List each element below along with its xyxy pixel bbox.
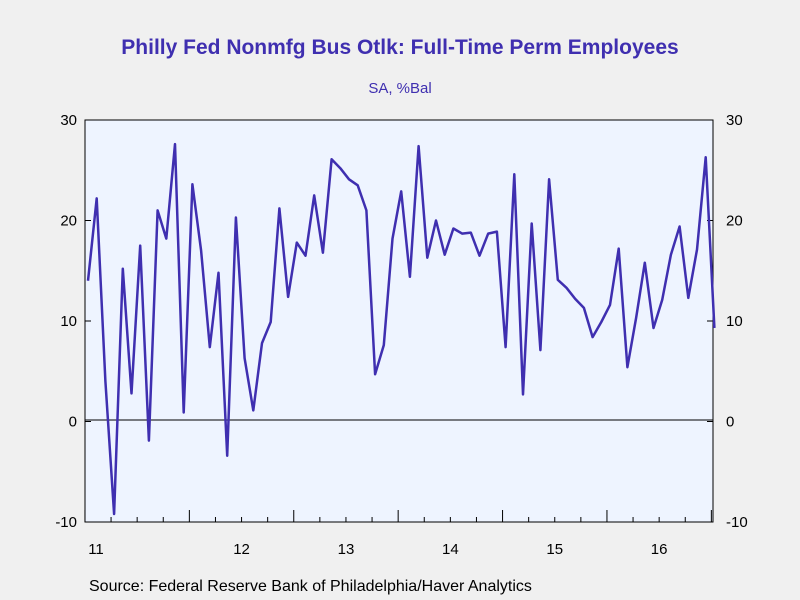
data-point (651, 326, 656, 331)
data-point (416, 144, 421, 149)
y-tick-label: 30 (726, 112, 743, 129)
data-point (190, 182, 195, 187)
data-point (677, 224, 682, 229)
data-point (390, 236, 395, 241)
y-axis-right: -10 0 10 20 30 (726, 112, 748, 531)
data-point (286, 294, 291, 299)
data-point (120, 266, 125, 271)
data-point (451, 226, 456, 231)
data-point (695, 247, 700, 252)
data-point (494, 229, 499, 234)
data-point (538, 348, 543, 353)
x-tick-label: 13 (338, 541, 355, 558)
data-point (460, 231, 465, 236)
data-point (355, 183, 360, 188)
chart-title: Philly Fed Nonmfg Bus Otlk: Full-Time Pe… (121, 36, 679, 59)
x-tick-label: 15 (546, 541, 563, 558)
data-point (442, 252, 447, 257)
data-point (608, 302, 613, 307)
data-point (338, 166, 343, 171)
y-axis-left: -10 0 10 20 30 (55, 112, 77, 531)
data-point (260, 341, 265, 346)
data-point (312, 193, 317, 198)
data-point (294, 240, 299, 245)
y-tick-label: 20 (60, 213, 77, 230)
data-point (251, 408, 256, 413)
data-point (712, 326, 717, 331)
data-point (216, 270, 221, 275)
data-point (146, 438, 151, 443)
data-point (425, 255, 430, 260)
x-tick-label: 12 (233, 541, 250, 558)
data-point (199, 248, 204, 253)
data-point (303, 253, 308, 258)
y-tick-label: -10 (55, 514, 77, 531)
y-tick-label: 20 (726, 213, 743, 230)
data-point (268, 320, 273, 325)
data-point (529, 221, 534, 226)
data-point (164, 236, 169, 241)
data-point (399, 189, 404, 194)
data-point (503, 345, 508, 350)
data-point (373, 372, 378, 377)
data-point (642, 260, 647, 265)
data-point (686, 295, 691, 300)
data-point (477, 253, 482, 258)
chart-subtitle: SA, %Bal (368, 80, 432, 97)
data-point (381, 343, 386, 348)
data-point (155, 208, 160, 213)
data-point (129, 391, 134, 396)
data-point (112, 511, 117, 516)
data-point (173, 142, 178, 147)
data-point (564, 285, 569, 290)
data-point (207, 345, 212, 350)
x-tick-label: 11 (88, 541, 104, 558)
data-point (468, 230, 473, 235)
data-point (86, 278, 91, 283)
data-point (181, 410, 186, 415)
data-point (486, 231, 491, 236)
x-tick-label: 16 (651, 541, 668, 558)
data-point (703, 155, 708, 160)
data-point (138, 243, 143, 248)
y-tick-label: 10 (726, 313, 743, 330)
data-point (233, 215, 238, 220)
data-point (103, 379, 108, 384)
y-tick-label: 0 (726, 414, 734, 431)
data-point (320, 250, 325, 255)
data-point (573, 296, 578, 301)
data-point (512, 172, 517, 177)
data-point (277, 206, 282, 211)
data-point (329, 157, 334, 162)
x-tick-label: 14 (442, 541, 459, 558)
data-point (555, 277, 560, 282)
data-point (407, 274, 412, 279)
data-point (599, 320, 604, 325)
y-tick-label: -10 (726, 514, 748, 531)
data-point (94, 196, 99, 201)
data-point (581, 305, 586, 310)
x-axis: 11 12 13 14 15 16 (88, 541, 667, 558)
axis-ticks (84, 119, 713, 523)
data-point (547, 177, 552, 182)
y-tick-label: 10 (60, 313, 77, 330)
data-point (521, 392, 526, 397)
data-point (616, 246, 621, 251)
data-point (660, 297, 665, 302)
series-line (86, 142, 716, 516)
data-point (225, 453, 230, 458)
data-point (625, 365, 630, 370)
source-note: Source: Federal Reserve Bank of Philadel… (89, 578, 532, 595)
y-tick-label: 0 (69, 414, 77, 431)
plot-area (84, 119, 714, 523)
data-point (242, 356, 247, 361)
y-tick-label: 30 (60, 112, 77, 129)
data-point (364, 208, 369, 213)
data-point (668, 252, 673, 257)
data-point (347, 177, 352, 182)
data-point (434, 218, 439, 223)
data-point (590, 335, 595, 340)
data-point (634, 315, 639, 320)
